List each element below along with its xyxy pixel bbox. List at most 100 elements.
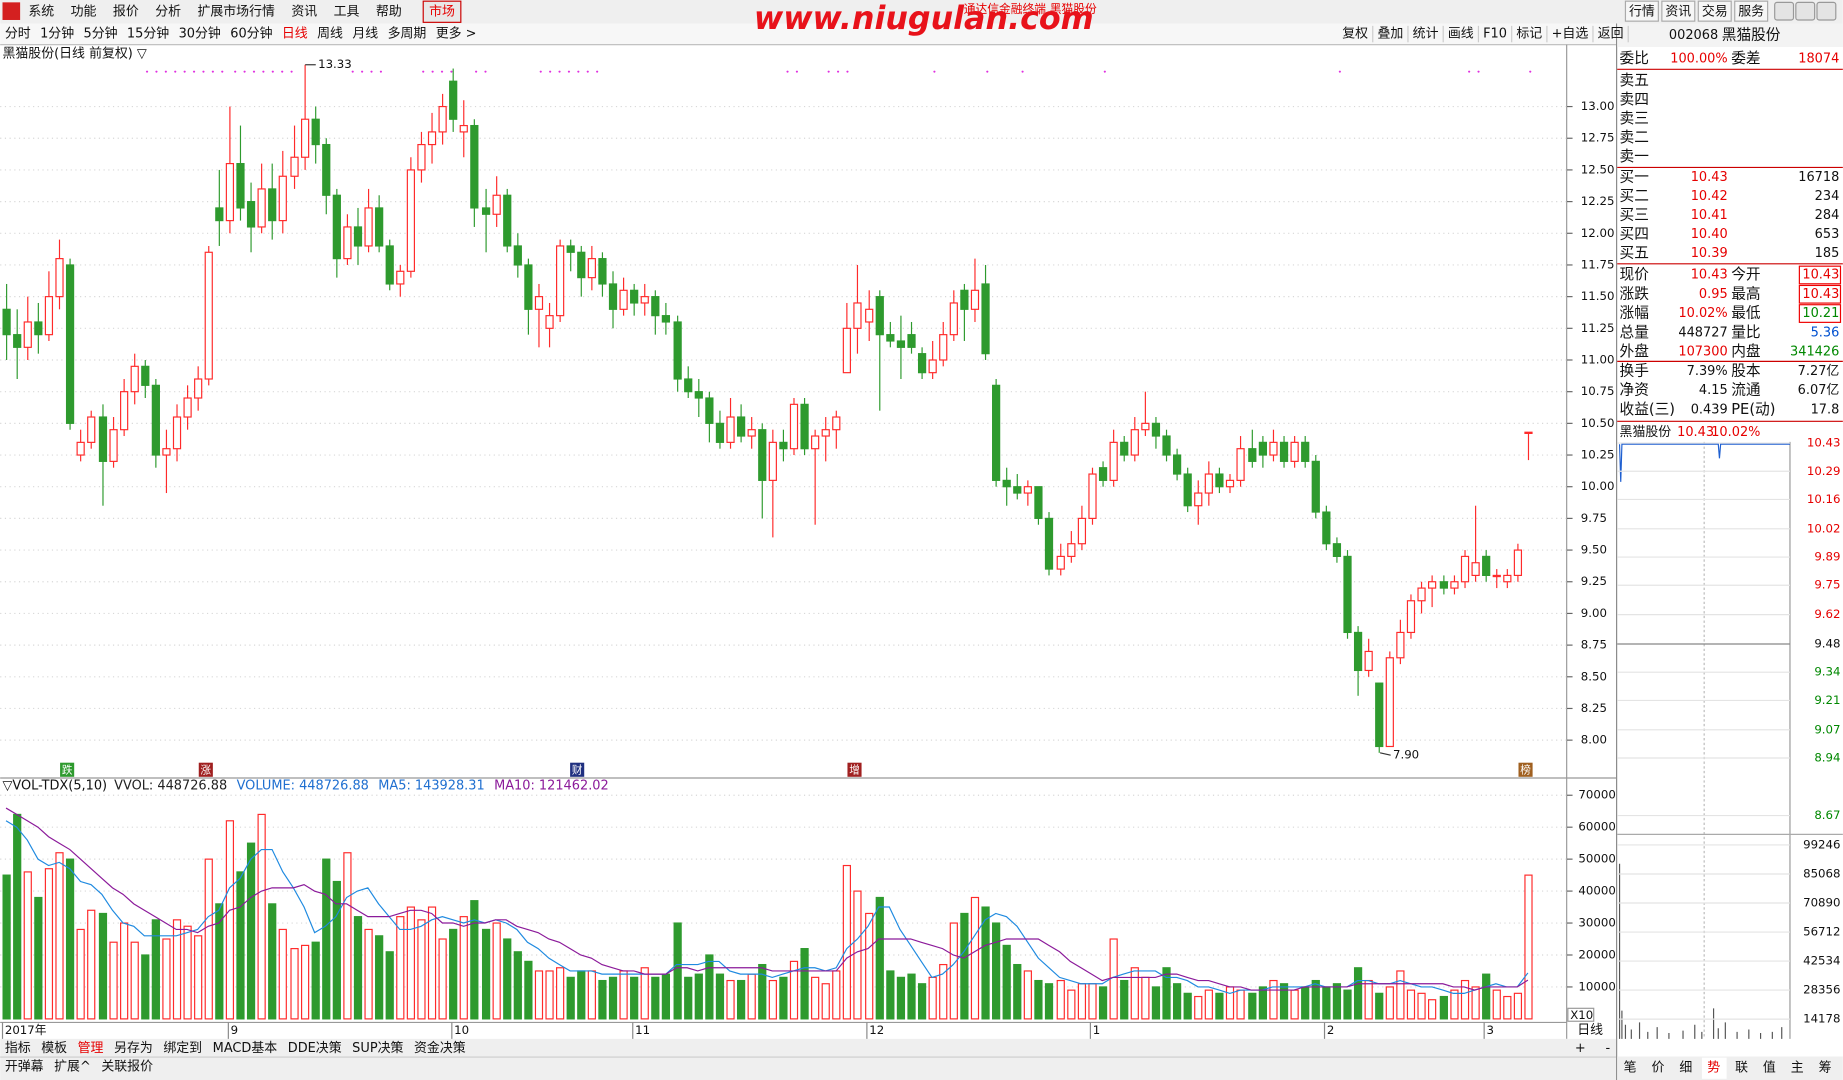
signal-dot bbox=[243, 70, 246, 73]
y-tick-label: 8.00 bbox=[1581, 733, 1607, 747]
top-button[interactable] bbox=[1661, 0, 1696, 22]
y-tick-label: 8.50 bbox=[1581, 669, 1607, 683]
toolbar-button[interactable]: 画线 bbox=[1448, 27, 1474, 42]
toolbar-button[interactable]: F10 bbox=[1483, 27, 1507, 42]
period-tab[interactable]: 多周期 bbox=[388, 27, 427, 42]
zoom-in[interactable]: + bbox=[1575, 1041, 1586, 1056]
volume-bar bbox=[545, 970, 554, 1020]
period-tab[interactable]: 日线 bbox=[282, 27, 308, 42]
volume-tick-label: 60000 bbox=[1578, 820, 1615, 834]
toolbar-button[interactable]: 标记 bbox=[1516, 27, 1542, 42]
bottom-tab[interactable]: 开弹幕 bbox=[5, 1060, 44, 1075]
menu-item[interactable]: 系统 bbox=[28, 4, 54, 19]
stat-label: 内盘 bbox=[1731, 342, 1761, 360]
top-button-label[interactable]: 交易 bbox=[1702, 3, 1728, 19]
period-tab[interactable]: 30分钟 bbox=[179, 26, 221, 42]
event-marker-label[interactable]: 榜 bbox=[1520, 763, 1531, 776]
event-marker[interactable] bbox=[198, 762, 213, 777]
signal-dot bbox=[567, 70, 571, 73]
bottom-tab[interactable]: 资金决策 bbox=[414, 1040, 466, 1056]
volume-bar bbox=[65, 858, 75, 1020]
event-marker-label[interactable]: 跌 bbox=[62, 763, 73, 776]
top-button[interactable] bbox=[1734, 0, 1769, 22]
candle-body bbox=[556, 245, 565, 317]
event-marker[interactable] bbox=[570, 762, 585, 777]
event-marker-label[interactable]: 涨 bbox=[201, 764, 212, 776]
intraday-tab[interactable]: 势 bbox=[1707, 1060, 1720, 1076]
menu-item[interactable]: 报价 bbox=[113, 4, 139, 19]
buy-label: 买五 bbox=[1620, 245, 1649, 262]
volume-bar bbox=[1215, 992, 1224, 1020]
top-button-label[interactable]: 服务 bbox=[1738, 3, 1764, 19]
menu-item[interactable]: 功能 bbox=[71, 4, 97, 19]
intraday-tab[interactable]: 筹 bbox=[1819, 1060, 1832, 1076]
toolbar-button[interactable]: 复权 bbox=[1342, 26, 1368, 42]
event-marker[interactable] bbox=[1518, 762, 1533, 777]
window-control[interactable] bbox=[1774, 1, 1795, 21]
event-marker[interactable] bbox=[60, 762, 75, 777]
bottom-tab[interactable]: 管理 bbox=[78, 1041, 104, 1056]
market-button-label[interactable]: 市场 bbox=[429, 3, 455, 19]
menu-item[interactable]: 分析 bbox=[155, 4, 181, 19]
event-marker-label[interactable]: 增 bbox=[849, 763, 860, 776]
candle-body bbox=[1269, 441, 1278, 456]
top-button-label[interactable]: 行情 bbox=[1629, 4, 1655, 19]
menu-item[interactable]: 工具 bbox=[334, 4, 360, 19]
period-tab[interactable]: 60分钟 bbox=[230, 26, 272, 42]
event-marker[interactable] bbox=[847, 762, 862, 777]
period-tab[interactable]: 15分钟 bbox=[127, 26, 169, 42]
toolbar-button[interactable]: 返回 bbox=[1598, 27, 1624, 42]
candle-body bbox=[534, 296, 544, 310]
window-control[interactable] bbox=[1816, 1, 1837, 21]
bottom-tab[interactable]: 模板 bbox=[41, 1041, 67, 1056]
candle-body bbox=[1109, 441, 1118, 481]
candle-body bbox=[459, 124, 468, 133]
top-button[interactable] bbox=[1697, 0, 1732, 22]
bottom-tab[interactable]: 绑定到 bbox=[163, 1041, 202, 1056]
period-tab[interactable]: 周线 bbox=[317, 27, 343, 42]
intraday-price-tick: 9.07 bbox=[1814, 722, 1840, 736]
event-marker-label[interactable]: 财 bbox=[572, 763, 583, 776]
intraday-tab[interactable]: 细 bbox=[1679, 1061, 1692, 1076]
signal-dot bbox=[281, 70, 284, 73]
menu-item[interactable]: 资讯 bbox=[291, 4, 317, 19]
toolbar-button[interactable]: 叠加 bbox=[1377, 27, 1403, 42]
intraday-volume-tick: 14178 bbox=[1803, 1012, 1840, 1026]
zoom-out[interactable]: - bbox=[1605, 1041, 1610, 1056]
candle-body bbox=[23, 321, 32, 348]
y-tick-label: 11.50 bbox=[1581, 289, 1615, 303]
candle-body bbox=[907, 334, 916, 348]
stat-label: 总量 bbox=[1620, 324, 1650, 341]
bottom-tab[interactable]: SUP决策 bbox=[352, 1040, 403, 1056]
candle-body bbox=[470, 124, 479, 209]
intraday-tab[interactable]: 主 bbox=[1791, 1061, 1804, 1076]
menu-item[interactable]: 扩展市场行情 bbox=[197, 3, 275, 19]
toolbar-button[interactable]: +自选 bbox=[1552, 27, 1589, 42]
bottom-tab[interactable]: 另存为 bbox=[114, 1041, 153, 1056]
volume-bar bbox=[1513, 992, 1523, 1020]
top-button[interactable] bbox=[1624, 0, 1659, 22]
candle-body bbox=[811, 435, 820, 450]
period-tab[interactable]: 月线 bbox=[352, 27, 378, 42]
intraday-tab[interactable]: 笔 bbox=[1624, 1060, 1637, 1076]
volume-bar bbox=[779, 976, 788, 1020]
intraday-tab[interactable]: 价 bbox=[1652, 1061, 1665, 1076]
toolbar-button[interactable]: 统计 bbox=[1413, 27, 1439, 42]
market-button[interactable] bbox=[422, 0, 462, 23]
top-button-label[interactable]: 资讯 bbox=[1665, 4, 1691, 19]
bottom-tab[interactable]: 扩展^ bbox=[54, 1060, 91, 1075]
period-tab[interactable]: 更多 > bbox=[436, 27, 477, 42]
volume-header: ▽VOL-TDX(5,10) bbox=[3, 779, 108, 794]
bottom-tab[interactable]: DDE决策 bbox=[288, 1040, 342, 1056]
period-tab[interactable]: 分时 bbox=[5, 27, 31, 42]
period-tab[interactable]: 5分钟 bbox=[84, 26, 118, 42]
bottom-tab[interactable]: 关联报价 bbox=[101, 1060, 153, 1075]
bottom-tab[interactable]: MACD基本 bbox=[213, 1041, 278, 1056]
bottom-tab[interactable]: 指标 bbox=[5, 1041, 31, 1056]
intraday-tab[interactable]: 联 bbox=[1735, 1061, 1748, 1076]
intraday-title: 黑猫股份 bbox=[1620, 425, 1672, 440]
period-tab[interactable]: 1分钟 bbox=[40, 26, 74, 42]
menu-item[interactable]: 帮助 bbox=[376, 4, 402, 19]
intraday-tab[interactable]: 值 bbox=[1763, 1060, 1776, 1076]
window-control[interactable] bbox=[1795, 1, 1816, 21]
